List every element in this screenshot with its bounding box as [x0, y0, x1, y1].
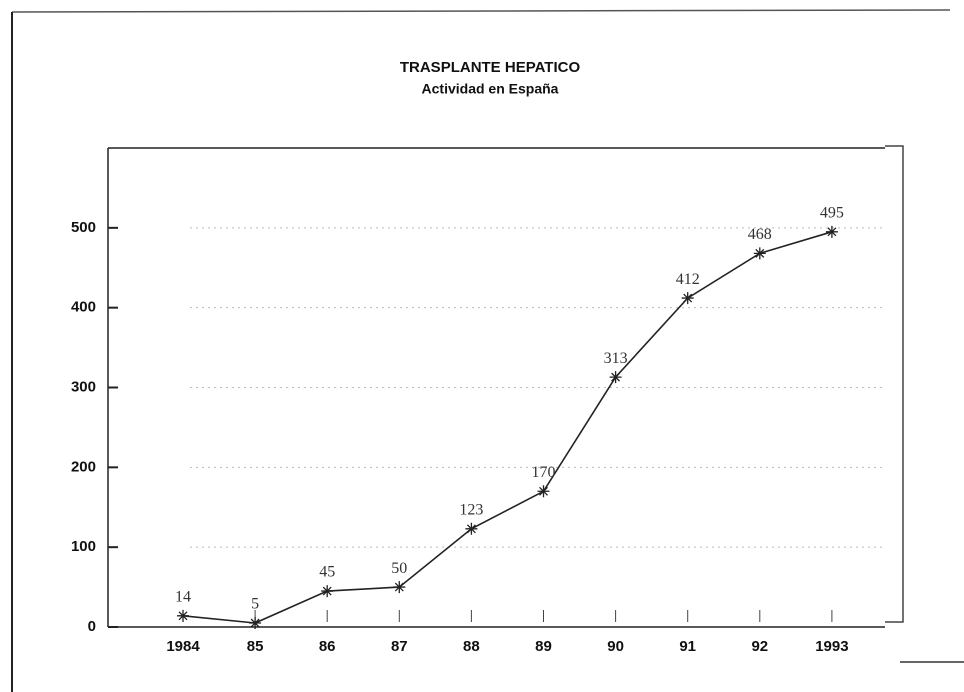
y-tick-label: 100 — [71, 538, 96, 555]
bracket — [885, 145, 904, 623]
point-marker — [321, 585, 334, 598]
y-tick-label: 500 — [71, 219, 96, 236]
point-marker — [177, 609, 189, 622]
chart-title: TRASPLANTE HEPATICO — [400, 59, 581, 76]
x-tick-label: 86 — [319, 638, 336, 655]
point-marker — [753, 247, 766, 260]
y-tick-label: 400 — [71, 299, 96, 316]
point-marker — [465, 522, 478, 535]
point-marker — [537, 485, 550, 498]
data-label: 123 — [459, 501, 483, 518]
x-tick-label: 1984 — [166, 638, 200, 655]
x-tick-label: 87 — [391, 638, 408, 655]
x-tick-label: 1993 — [815, 638, 848, 655]
data-label: 412 — [676, 271, 700, 288]
point-marker — [825, 225, 838, 238]
data-label: 468 — [748, 226, 772, 243]
point-marker — [393, 581, 406, 594]
data-label: 45 — [319, 564, 335, 581]
data-label: 170 — [532, 464, 556, 481]
y-tick-label: 0 — [88, 618, 96, 635]
x-tick-label: 90 — [607, 638, 624, 655]
line — [182, 231, 833, 624]
y-tick-label: 300 — [71, 378, 96, 395]
point-marker — [609, 371, 622, 384]
x-tick-label: 85 — [247, 638, 264, 655]
chart-subtitle: Actividad en España — [422, 81, 559, 97]
data-label: 495 — [820, 204, 844, 221]
data-label: 50 — [391, 560, 407, 577]
x-tick-label: 91 — [679, 638, 696, 655]
x-tick-label: 89 — [535, 638, 552, 655]
data-label: 5 — [251, 596, 259, 613]
point-marker — [681, 292, 694, 305]
point-marker — [249, 617, 262, 630]
x-tick-label: 88 — [463, 638, 480, 655]
frame-top — [11, 9, 951, 13]
data-label: 313 — [604, 350, 628, 367]
x-tick-label: 92 — [751, 638, 768, 655]
data-label: 14 — [175, 588, 191, 605]
y-tick-label: 200 — [71, 458, 96, 475]
